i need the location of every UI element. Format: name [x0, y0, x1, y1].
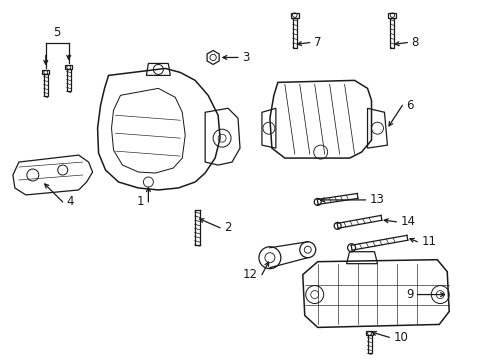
Text: 2: 2: [224, 221, 232, 234]
Text: 1: 1: [137, 195, 145, 208]
Bar: [65, 66, 72, 69]
Text: 4: 4: [67, 195, 74, 208]
Text: 12: 12: [243, 268, 258, 281]
Bar: [368, 336, 371, 353]
Bar: [391, 18, 394, 48]
Bar: [42, 71, 49, 75]
Bar: [293, 18, 297, 48]
Bar: [291, 13, 299, 18]
Text: 8: 8: [412, 36, 419, 49]
Text: 14: 14: [400, 215, 416, 228]
Bar: [366, 332, 373, 336]
Bar: [67, 69, 71, 91]
Bar: [44, 75, 48, 96]
Text: 6: 6: [406, 99, 414, 112]
Text: 10: 10: [393, 331, 408, 344]
Text: 3: 3: [242, 51, 249, 64]
Text: 9: 9: [406, 288, 414, 301]
Text: 11: 11: [421, 235, 436, 248]
Text: 13: 13: [369, 193, 384, 206]
Text: 7: 7: [314, 36, 321, 49]
Text: 5: 5: [53, 26, 60, 39]
Bar: [389, 13, 396, 18]
